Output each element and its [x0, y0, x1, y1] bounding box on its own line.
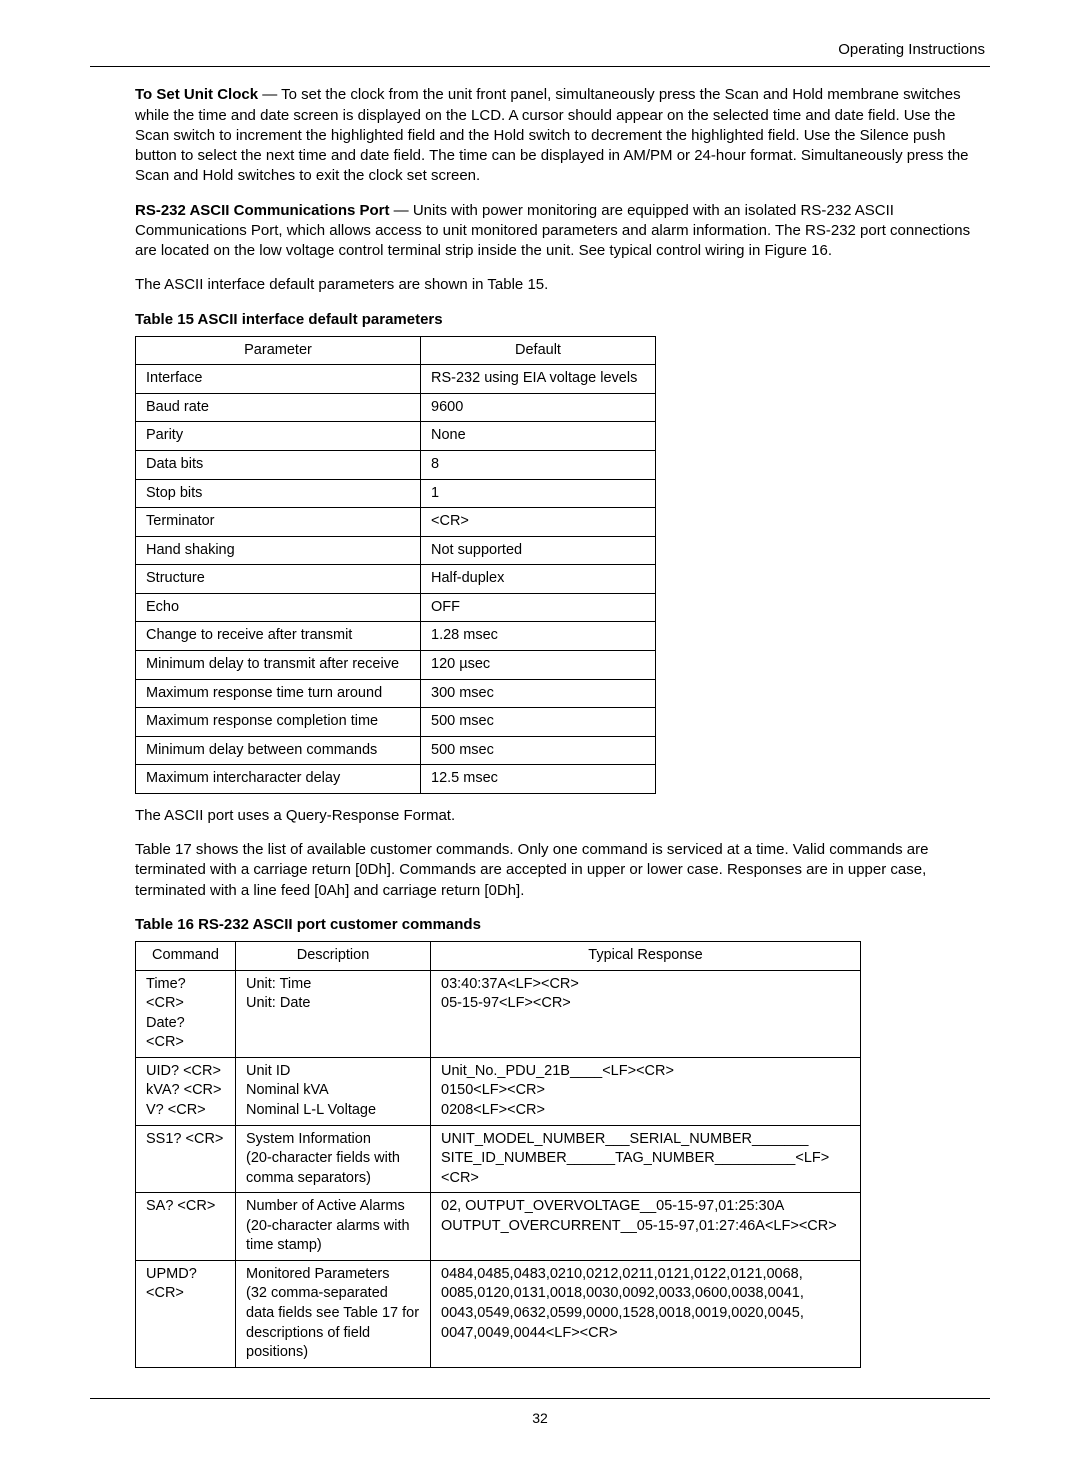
table-row: Stop bits1 — [136, 479, 656, 508]
table-row: Data bits8 — [136, 451, 656, 480]
table-cell: UPMD? <CR> — [136, 1260, 236, 1367]
para2-bold: RS-232 ASCII Communications Port — [135, 202, 390, 219]
table-cell: UID? <CR> kVA? <CR> V? <CR> — [136, 1057, 236, 1125]
table-row: Command Description Typical Response — [136, 942, 861, 971]
table-cell: System Information (20-character fields … — [236, 1125, 431, 1193]
table-row: SS1? <CR>System Information (20-characte… — [136, 1125, 861, 1193]
table-row: UID? <CR> kVA? <CR> V? <CR>Unit ID Nomin… — [136, 1057, 861, 1125]
table16: Command Description Typical Response Tim… — [135, 941, 861, 1368]
table-cell: 1 — [421, 479, 656, 508]
para-set-clock: To Set Unit Clock — To set the clock fro… — [135, 85, 990, 186]
table-cell: 8 — [421, 451, 656, 480]
table-cell: Structure — [136, 565, 421, 594]
table-cell: Minimum delay between commands — [136, 736, 421, 765]
table16-head-resp: Typical Response — [431, 942, 861, 971]
table-cell: Change to receive after transmit — [136, 622, 421, 651]
table-cell: Echo — [136, 593, 421, 622]
table-cell: SA? <CR> — [136, 1193, 236, 1261]
table-row: Minimum delay to transmit after receive1… — [136, 650, 656, 679]
table-cell: 9600 — [421, 393, 656, 422]
table-cell: Number of Active Alarms (20-character al… — [236, 1193, 431, 1261]
table-row: Maximum response time turn around300 mse… — [136, 679, 656, 708]
table-row: Maximum intercharacter delay12.5 msec — [136, 765, 656, 794]
table-cell: 300 msec — [421, 679, 656, 708]
table-row: Terminator<CR> — [136, 508, 656, 537]
table-cell: 500 msec — [421, 708, 656, 737]
table-cell: Maximum response completion time — [136, 708, 421, 737]
table-cell: SS1? <CR> — [136, 1125, 236, 1193]
table16-head-cmd: Command — [136, 942, 236, 971]
para-rs232: RS-232 ASCII Communications Port — Units… — [135, 201, 990, 262]
table-cell: <CR> — [421, 508, 656, 537]
table-cell: UNIT_MODEL_NUMBER___SERIAL_NUMBER_______… — [431, 1125, 861, 1193]
table-cell: Unit ID Nominal kVA Nominal L-L Voltage — [236, 1057, 431, 1125]
table-cell: 03:40:37A<LF><CR> 05-15-97<LF><CR> — [431, 970, 861, 1057]
table-row: Maximum response completion time500 msec — [136, 708, 656, 737]
table-row: Change to receive after transmit1.28 mse… — [136, 622, 656, 651]
table-row: InterfaceRS-232 using EIA voltage levels — [136, 365, 656, 394]
para-ascii-default: The ASCII interface default parameters a… — [135, 275, 990, 295]
table-row: StructureHalf-duplex — [136, 565, 656, 594]
table-row: Hand shakingNot supported — [136, 536, 656, 565]
table-cell: Unit_No._PDU_21B____<LF><CR> 0150<LF><CR… — [431, 1057, 861, 1125]
table-row: Baud rate9600 — [136, 393, 656, 422]
page-number: 32 — [90, 1409, 990, 1428]
divider-top — [90, 66, 990, 67]
table-cell: Half-duplex — [421, 565, 656, 594]
table-cell: 500 msec — [421, 736, 656, 765]
table-cell: Stop bits — [136, 479, 421, 508]
table-row: ParityNone — [136, 422, 656, 451]
table-row: UPMD? <CR>Monitored Parameters (32 comma… — [136, 1260, 861, 1367]
table-cell: Minimum delay to transmit after receive — [136, 650, 421, 679]
table-cell: None — [421, 422, 656, 451]
table16-head-desc: Description — [236, 942, 431, 971]
table-cell: RS-232 using EIA voltage levels — [421, 365, 656, 394]
table15-head-default: Default — [421, 336, 656, 365]
table-cell: Data bits — [136, 451, 421, 480]
table-cell: Interface — [136, 365, 421, 394]
table-row: Time? <CR> Date? <CR>Unit: Time Unit: Da… — [136, 970, 861, 1057]
table-cell: Baud rate — [136, 393, 421, 422]
table-row: Minimum delay between commands500 msec — [136, 736, 656, 765]
table-cell: Maximum intercharacter delay — [136, 765, 421, 794]
table16-caption: Table 16 RS-232 ASCII port customer comm… — [135, 915, 990, 935]
table-row: EchoOFF — [136, 593, 656, 622]
table-cell: Parity — [136, 422, 421, 451]
para1-bold: To Set Unit Clock — [135, 86, 258, 103]
table-cell: Not supported — [421, 536, 656, 565]
table-cell: 12.5 msec — [421, 765, 656, 794]
para-query-response: The ASCII port uses a Query-Response For… — [135, 806, 990, 826]
table-row: SA? <CR>Number of Active Alarms (20-char… — [136, 1193, 861, 1261]
table-cell: Hand shaking — [136, 536, 421, 565]
table-cell: OFF — [421, 593, 656, 622]
table15-head-param: Parameter — [136, 336, 421, 365]
divider-bottom — [90, 1398, 990, 1399]
table-cell: Time? <CR> Date? <CR> — [136, 970, 236, 1057]
table-cell: Unit: Time Unit: Date — [236, 970, 431, 1057]
table-cell: 120 µsec — [421, 650, 656, 679]
table-cell: 0484,0485,0483,0210,0212,0211,0121,0122,… — [431, 1260, 861, 1367]
table-cell: Monitored Parameters (32 comma-separated… — [236, 1260, 431, 1367]
table15-caption: Table 15 ASCII interface default paramet… — [135, 310, 990, 330]
table-cell: Terminator — [136, 508, 421, 537]
table-cell: 02, OUTPUT_OVERVOLTAGE__05-15-97,01:25:3… — [431, 1193, 861, 1261]
table-cell: 1.28 msec — [421, 622, 656, 651]
table-row: Parameter Default — [136, 336, 656, 365]
para-commands-desc: Table 17 shows the list of available cus… — [135, 840, 990, 901]
table-cell: Maximum response time turn around — [136, 679, 421, 708]
para1-rest: — To set the clock from the unit front p… — [135, 86, 969, 184]
header-label: Operating Instructions — [90, 40, 990, 60]
table15: Parameter Default InterfaceRS-232 using … — [135, 336, 656, 794]
